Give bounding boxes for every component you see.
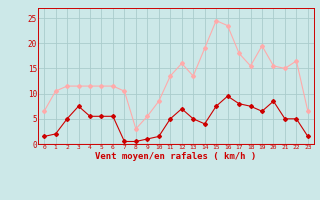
X-axis label: Vent moyen/en rafales ( km/h ): Vent moyen/en rafales ( km/h ) (95, 152, 257, 161)
